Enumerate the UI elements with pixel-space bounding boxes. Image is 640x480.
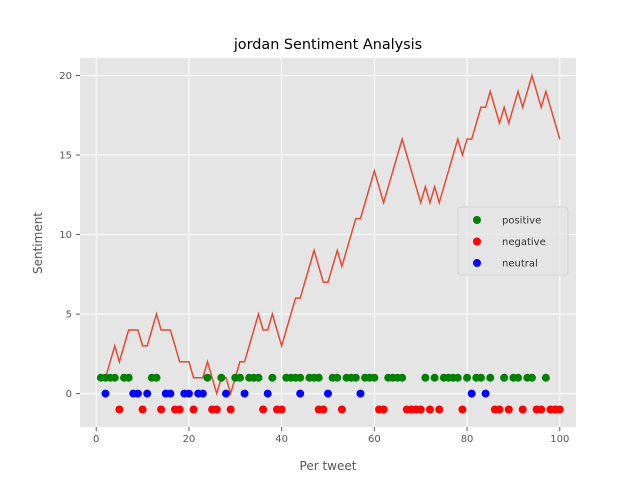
- y-axis-label: Sentiment: [31, 212, 45, 274]
- negative-point: [458, 405, 467, 414]
- positive-point: [296, 373, 305, 382]
- negative-point: [504, 405, 513, 414]
- negative-point: [495, 405, 504, 414]
- positive-point: [351, 373, 360, 382]
- positive-point: [124, 373, 133, 382]
- neutral-point: [296, 389, 305, 398]
- legend-label-negative: negative: [502, 237, 546, 248]
- neutral-point: [467, 389, 476, 398]
- positive-point: [514, 373, 523, 382]
- positive-point: [500, 373, 509, 382]
- neutral-point: [222, 389, 231, 398]
- x-tick-label: 80: [461, 434, 474, 445]
- neutral-point: [324, 389, 332, 398]
- positive-point: [370, 373, 379, 382]
- positive-point: [203, 373, 212, 382]
- negative-point: [138, 405, 147, 414]
- sentiment-points: [96, 373, 564, 414]
- x-axis-label: Per tweet: [300, 459, 357, 473]
- positive-point: [476, 373, 485, 382]
- positive-point: [152, 373, 161, 382]
- x-tick-label: 0: [93, 434, 99, 445]
- legend-frame: [457, 206, 569, 276]
- y-tick-label: 5: [66, 310, 72, 321]
- negative-point: [537, 405, 546, 414]
- neutral-point: [166, 389, 175, 398]
- cumulative-line: [100, 72, 561, 397]
- positive-point: [333, 373, 342, 382]
- neutral-point: [184, 389, 193, 398]
- negative-point: [435, 405, 444, 414]
- negative-point: [425, 405, 434, 414]
- neutral-point: [263, 389, 272, 398]
- positive-point: [110, 373, 119, 382]
- legend-marker-negative: [473, 237, 481, 246]
- negative-point: [157, 405, 166, 414]
- grid-lines: [80, 58, 576, 427]
- neutral-point: [356, 389, 365, 398]
- y-tick-label: 20: [59, 71, 72, 82]
- positive-point: [217, 373, 226, 382]
- x-tick-label: 40: [275, 434, 288, 445]
- positive-point: [453, 373, 462, 382]
- axis-ticks: 0 20 40 60 80 100 0 5 10 15 20: [59, 71, 569, 445]
- legend-marker-neutral: [473, 259, 481, 267]
- positive-point: [486, 373, 495, 382]
- chart-title: jordan Sentiment Analysis: [233, 37, 422, 53]
- negative-point: [337, 405, 346, 414]
- positive-point: [421, 373, 430, 382]
- y-tick-label: 10: [59, 230, 72, 241]
- positive-point: [235, 373, 244, 382]
- negative-point: [189, 405, 198, 414]
- legend-label-positive: positive: [502, 216, 541, 227]
- negative-point: [226, 405, 235, 414]
- legend-marker-positive: [473, 216, 481, 224]
- neutral-point: [240, 389, 249, 398]
- negative-point: [115, 405, 124, 414]
- neutral-point: [198, 389, 207, 398]
- negative-point: [416, 405, 425, 414]
- positive-point: [314, 373, 323, 382]
- negative-point: [379, 405, 388, 414]
- negative-point: [175, 405, 184, 414]
- positive-point: [527, 373, 536, 382]
- legend-label-neutral: neutral: [502, 259, 538, 270]
- neutral-point: [133, 389, 142, 398]
- neutral-point: [481, 389, 490, 398]
- negative-point: [212, 405, 221, 414]
- positive-point: [541, 373, 550, 382]
- legend: positive negative neutral: [457, 206, 569, 276]
- negative-point: [518, 405, 527, 414]
- y-tick-label: 0: [66, 389, 72, 400]
- y-tick-label: 15: [59, 151, 72, 162]
- x-tick-label: 20: [183, 434, 196, 445]
- negative-point: [259, 405, 268, 414]
- negative-point: [555, 405, 564, 414]
- positive-point: [430, 373, 439, 382]
- negative-point: [319, 405, 328, 414]
- x-tick-label: 60: [368, 434, 381, 445]
- positive-point: [398, 373, 407, 382]
- x-tick-label: 100: [550, 434, 569, 445]
- negative-point: [277, 405, 286, 414]
- cumulative-sentiment-line: [100, 72, 561, 397]
- positive-point: [254, 373, 263, 382]
- positive-point: [268, 373, 277, 382]
- positive-point: [463, 373, 472, 382]
- neutral-point: [101, 389, 110, 398]
- neutral-point: [143, 389, 152, 398]
